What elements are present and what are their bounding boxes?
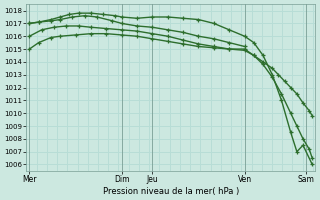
X-axis label: Pression niveau de la mer( hPa ): Pression niveau de la mer( hPa ) (103, 187, 239, 196)
